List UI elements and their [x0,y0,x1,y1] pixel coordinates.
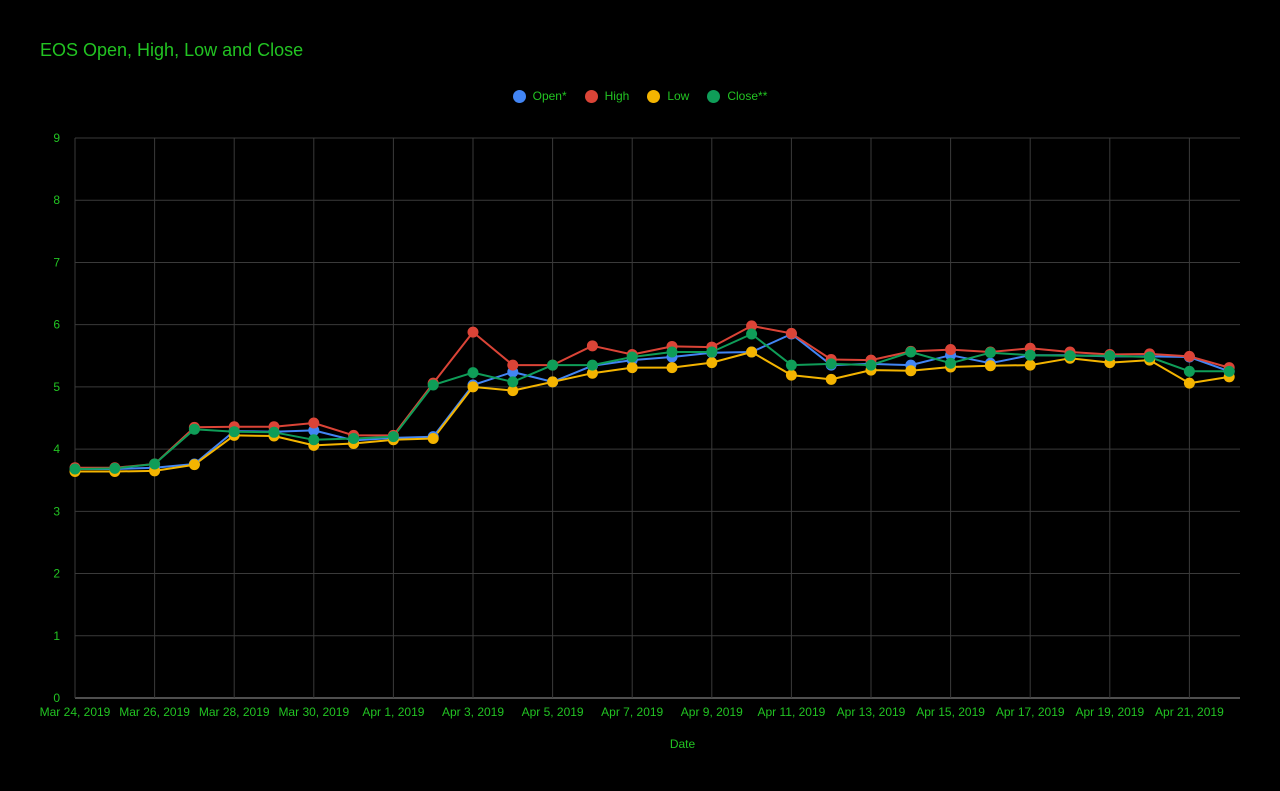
data-point-low [785,369,797,381]
data-point-close [427,379,439,391]
series-line-low [75,351,1230,473]
data-point-high [1183,350,1195,362]
legend-marker-low [647,89,661,103]
data-point-close [586,359,598,371]
y-tick-label: 3 [53,504,60,518]
x-tick-label: Apr 13, 2019 [837,705,906,719]
series-line-close [74,333,1230,470]
data-point-close [268,426,280,438]
data-point-high [467,326,479,338]
x-tick-label: Apr 15, 2019 [916,705,985,719]
y-tick-label: 4 [53,442,60,456]
data-point-low [1183,377,1195,389]
legend-item-close[interactable]: Close** [707,89,767,103]
x-tick-label: Apr 9, 2019 [681,705,743,719]
chart-legend: Open* High Low Close** [0,89,1280,103]
legend-item-open[interactable]: Open* [512,89,567,103]
data-point-high [507,359,519,371]
data-point-high [308,417,320,429]
data-point-low [626,362,638,374]
data-point-low [1024,359,1036,371]
data-point-close [188,423,200,435]
data-point-close [825,358,837,370]
data-point-low [746,346,758,358]
data-point-close [1064,350,1076,362]
x-tick-label: Apr 11, 2019 [757,705,825,719]
data-point-low [984,360,996,372]
data-point-close [228,426,240,438]
x-tick-label: Apr 5, 2019 [522,705,584,719]
x-tick-label: Apr 19, 2019 [1075,705,1144,719]
data-point-close [945,357,957,369]
x-tick-label: Mar 26, 2019 [119,705,190,719]
x-tick-label: Mar 30, 2019 [278,705,349,719]
data-point-close [785,359,797,371]
data-point-low [507,385,519,397]
legend-marker-open [512,89,526,103]
y-tick-label: 0 [53,691,60,705]
data-point-low [427,433,439,445]
series-line-high [75,324,1230,469]
legend-item-high[interactable]: High [584,89,630,103]
data-point-close [1024,349,1036,361]
x-tick-label: Apr 7, 2019 [601,705,663,719]
y-tick-label: 2 [53,567,60,581]
y-tick-label: 8 [53,193,60,207]
y-tick-label: 7 [53,255,60,269]
y-tick-label: 1 [53,629,60,643]
y-tick-label: 9 [53,131,60,145]
data-point-close [984,347,996,359]
data-point-close [348,433,360,445]
legend-label-low: Low [667,89,690,103]
data-point-close [547,359,559,371]
x-axis-title: Date [670,737,696,751]
data-point-close [149,458,161,470]
data-point-close [746,328,758,340]
x-tick-label: Mar 28, 2019 [199,705,270,719]
x-tick-label: Mar 24, 2019 [40,705,111,719]
x-tick-label: Apr 17, 2019 [996,705,1065,719]
data-point-low [706,357,718,369]
y-tick-label: 6 [53,318,60,332]
data-point-close [1104,350,1116,362]
data-point-low [547,376,559,388]
data-point-high [746,320,758,332]
data-point-close [706,346,718,358]
data-point-close [507,376,519,388]
x-tick-label: Apr 1, 2019 [362,705,424,719]
data-point-close [1223,365,1235,377]
data-point-close [626,351,638,363]
data-point-low [586,367,598,379]
data-point-low [467,381,479,393]
data-point-close [1183,365,1195,377]
data-point-high [785,327,797,339]
data-point-low [188,459,200,471]
data-point-low [905,365,917,377]
data-point-high [945,344,957,356]
legend-item-low[interactable]: Low [647,89,689,103]
data-point-close [109,462,121,474]
data-point-low [666,362,678,374]
chart-title: EOS Open, High, Low and Close [40,40,304,60]
data-point-close [387,431,399,443]
y-tick-label: 5 [53,380,60,394]
data-point-high [586,340,598,352]
data-point-low [825,373,837,385]
data-point-close [865,359,877,371]
x-tick-label: Apr 21, 2019 [1155,705,1224,719]
data-point-close [308,434,320,446]
x-tick-label: Apr 3, 2019 [442,705,504,719]
data-point-close [666,346,678,358]
data-point-close [905,346,917,358]
legend-label-close: Close** [727,89,768,103]
legend-marker-high [584,89,598,103]
legend-label-open: Open* [532,89,567,103]
data-point-close [69,463,81,475]
data-point-close [467,367,479,379]
legend-label-high: High [604,89,630,103]
legend-marker-close [707,89,721,103]
data-point-close [1144,351,1156,363]
